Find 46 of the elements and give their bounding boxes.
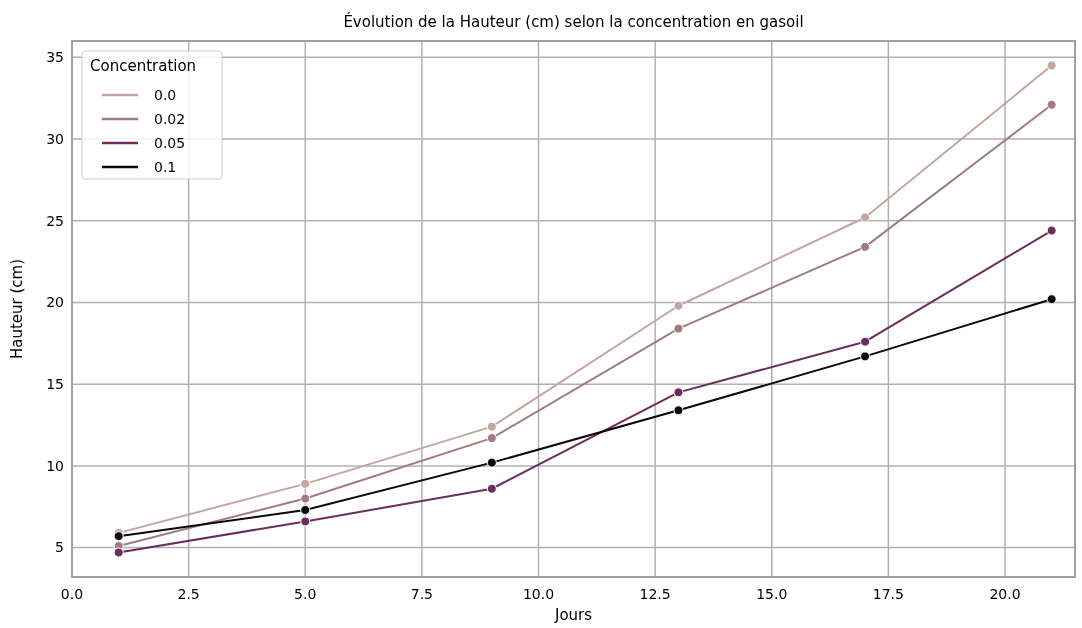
- point: [300, 493, 311, 504]
- point: [673, 387, 684, 398]
- point: [1046, 294, 1057, 305]
- point: [860, 336, 871, 347]
- y-tick-label: 30: [46, 130, 64, 147]
- x-tick-label: 15.0: [756, 586, 788, 602]
- point: [486, 483, 497, 494]
- x-tick-label: 2.5: [177, 586, 200, 602]
- point: [860, 241, 871, 252]
- y-tick-label: 5: [55, 539, 64, 556]
- x-tick-label: 7.5: [410, 586, 434, 602]
- y-axis-title: Hauteur (cm): [8, 258, 26, 360]
- point: [300, 478, 311, 489]
- point: [860, 351, 871, 362]
- point: [1046, 60, 1057, 71]
- point: [113, 547, 124, 558]
- legend-label: 0.1: [154, 158, 177, 175]
- point: [860, 212, 871, 223]
- point: [673, 323, 684, 334]
- point: [673, 405, 684, 416]
- point: [673, 300, 684, 311]
- y-tick-label: 25: [46, 212, 64, 229]
- x-tick-label: 20.0: [989, 586, 1021, 602]
- point: [486, 457, 497, 468]
- chart-title: Évolution de la Hauteur (cm) selon la concentration en gasoil: [343, 12, 804, 31]
- y-tick-label: 20: [46, 294, 64, 311]
- y-tick-label: 35: [46, 49, 64, 66]
- point: [300, 505, 311, 515]
- legend-label: 0.02: [154, 110, 186, 127]
- point: [113, 531, 124, 542]
- point: [486, 421, 497, 432]
- point: [1046, 225, 1057, 236]
- x-tick-label: 10.0: [522, 586, 555, 602]
- y-tick-label: 15: [46, 376, 64, 393]
- point: [1046, 99, 1057, 110]
- x-tick-label: 17.5: [872, 586, 904, 602]
- point: [300, 516, 311, 527]
- x-tick-label: 5.0: [294, 586, 317, 602]
- y-tick-label: 10: [46, 457, 64, 474]
- x-tick-label: 0.0: [60, 586, 84, 602]
- point: [486, 433, 497, 444]
- x-axis-title: Jours: [553, 606, 593, 624]
- legend-label: 0.0: [154, 86, 177, 103]
- x-tick-label: 12.5: [639, 586, 671, 602]
- legend-label: 0.05: [154, 134, 186, 151]
- legend-title: Concentration: [90, 57, 197, 75]
